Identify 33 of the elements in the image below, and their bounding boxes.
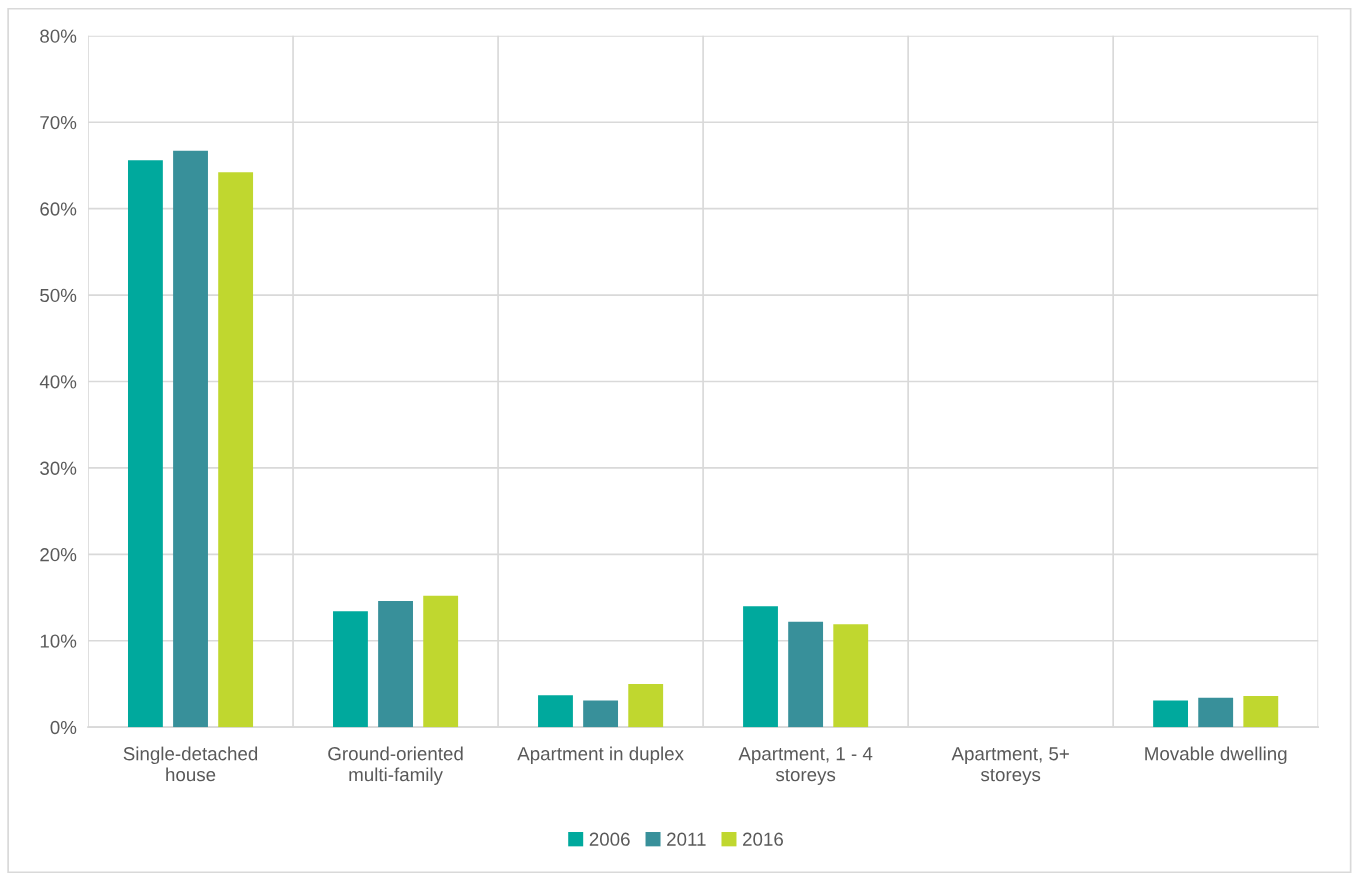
y-tick-label: 60%: [40, 202, 77, 216]
bar: [218, 172, 254, 728]
y-tick-label: 30%: [40, 461, 77, 475]
y-tick-label: 0%: [50, 720, 77, 735]
bar: [538, 695, 573, 728]
y-tick-label: 80%: [40, 29, 77, 43]
y-tick-label: 70%: [40, 115, 77, 130]
x-tick-label: Apartment, 5+ storeys: [951, 747, 1069, 785]
bar: [1153, 700, 1189, 728]
y-tick-label: 40%: [39, 375, 77, 389]
x-tick-label: Single-detached house: [123, 746, 258, 782]
bar: [423, 595, 459, 728]
x-tick-label: Apartment in duplex: [517, 746, 684, 765]
x-tick-label: Apartment, 1 - 4 storeys: [738, 747, 873, 785]
bar: [743, 606, 778, 728]
bar: [583, 700, 619, 728]
bar: [333, 611, 368, 728]
legend-label: 2016: [743, 832, 783, 846]
bar: [788, 621, 824, 728]
legend-label: 2006: [589, 832, 630, 846]
y-tick-label: 50%: [40, 288, 77, 303]
bar: [628, 683, 664, 728]
bar: [378, 601, 413, 728]
bar: [1243, 696, 1279, 728]
bar: [173, 150, 208, 728]
bar: [1198, 697, 1234, 728]
x-tick-label: Movable dwelling: [1145, 746, 1287, 765]
bar: [833, 624, 869, 728]
y-tick-label: 10%: [40, 634, 77, 648]
y-tick-label: 20%: [40, 548, 77, 562]
legend-label: 2011: [667, 832, 706, 846]
x-tick-label: Ground-oriented multi-family: [328, 746, 463, 785]
bar: [128, 160, 163, 728]
